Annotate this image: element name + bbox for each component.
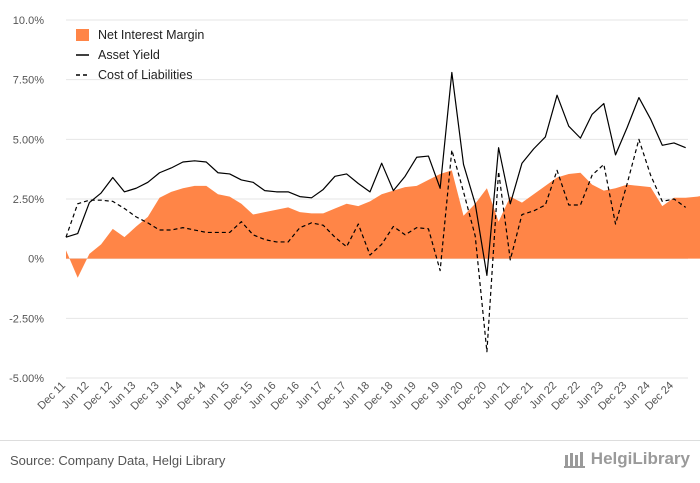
lines-layer xyxy=(65,71,687,353)
legend-swatch-area xyxy=(76,29,89,41)
y-tick-label: -2.50% xyxy=(9,313,44,325)
y-tick-label: 2.50% xyxy=(13,194,44,206)
series-net-interest-margin xyxy=(66,170,700,278)
chart: 10.0% 7.50% 5.00% 2.50% 0% -2.50% -5.00% Dec 1… xyxy=(9,15,700,413)
brand-name: HelgiLibrary xyxy=(590,449,690,468)
legend-label: Net Interest Margin xyxy=(98,28,204,42)
y-tick-label: 5.00% xyxy=(13,134,44,146)
y-tick-label: 0% xyxy=(28,254,44,266)
area-layer xyxy=(66,170,700,278)
series-cost-of-liabilities xyxy=(65,138,687,353)
y-tick-label: -5.00% xyxy=(9,373,44,385)
y-tick-label: 10.0% xyxy=(13,15,44,27)
legend-label: Asset Yield xyxy=(98,48,160,62)
legend: Net Interest Margin Asset Yield Cost of Li… xyxy=(76,28,204,82)
footer: Source: Company Data, Helgi Library Helg… xyxy=(0,440,700,483)
y-axis: 10.0% 7.50% 5.00% 2.50% 0% -2.50% -5.00% xyxy=(9,15,44,385)
source-note: Source: Company Data, Helgi Library xyxy=(10,453,226,468)
series-asset-yield xyxy=(65,71,686,276)
legend-label: Cost of Liabilities xyxy=(98,68,193,82)
y-tick-label: 7.50% xyxy=(13,75,44,87)
brand-logo: HelgiLibrary xyxy=(563,449,690,469)
library-icon xyxy=(563,452,585,468)
